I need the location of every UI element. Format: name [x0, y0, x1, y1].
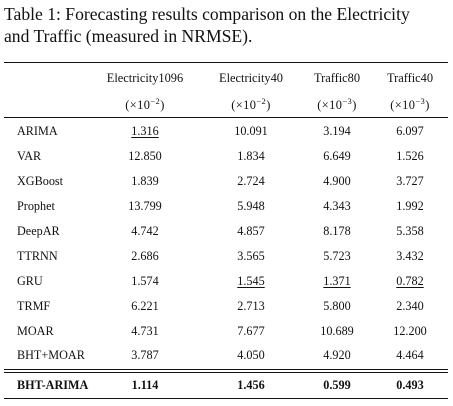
table-cell: 6.649 [323, 149, 351, 163]
unit-end: ) [266, 98, 271, 112]
table-cell: 6.097 [396, 124, 424, 138]
table-cell: 2.724 [237, 174, 265, 188]
model-name: GRU [17, 274, 43, 288]
model-name: VAR [17, 149, 42, 163]
table-cell: 1.834 [237, 149, 265, 163]
table-cell: 12.850 [128, 149, 162, 163]
model-name: TTRNN [17, 249, 58, 263]
table-cell: 3.787 [131, 348, 159, 362]
table-cell: 13.799 [128, 199, 162, 213]
table-cell: 1.545 [237, 274, 265, 288]
column-header: Electricity40 (×10−2) [201, 70, 301, 113]
table-cell: 10.689 [320, 324, 354, 338]
table-cell: 3.432 [396, 249, 424, 263]
unit-base: (×10 [390, 98, 416, 112]
column-unit: (×10−3) [297, 93, 377, 113]
table-cell: 6.221 [131, 299, 159, 313]
model-name: XGBoost [17, 174, 64, 188]
column-name: Traffic80 [313, 71, 361, 85]
table-cell: 1.526 [396, 149, 424, 163]
table-mid-rule-1 [4, 369, 448, 370]
unit-base: (×10 [317, 98, 343, 112]
table-cell: 1.316 [131, 124, 159, 138]
column-header: Electricity1096 (×10−2) [90, 70, 200, 113]
model-name: Prophet [17, 199, 55, 213]
table-cell: 1.371 [323, 274, 351, 288]
table-cell: 2.713 [237, 299, 265, 313]
table-row: BHT-ARIMA 1.114 1.456 0.599 0.493 [0, 376, 453, 394]
table-bottom-rule [4, 398, 448, 399]
table-cell: 4.731 [131, 324, 159, 338]
table-cell: 4.050 [237, 348, 265, 362]
column-name: Electricity1096 [106, 71, 184, 85]
unit-end: ) [425, 98, 430, 112]
unit-base: (×10 [231, 98, 257, 112]
model-name: ARIMA [17, 124, 58, 138]
column-unit: (×10−2) [201, 93, 301, 113]
unit-end: ) [352, 98, 357, 112]
caption-line-2: and Traffic (measured in NRMSE). [4, 26, 253, 46]
table-cell: 7.677 [237, 324, 265, 338]
table-cell: 3.565 [237, 249, 265, 263]
table-cell: 2.686 [131, 249, 159, 263]
table-cell: 5.948 [237, 199, 265, 213]
table-row: MOAR 4.731 7.677 10.689 12.200 [0, 322, 453, 340]
table-cell: 4.857 [237, 224, 265, 238]
table-cell: 1.456 [237, 378, 265, 392]
unit-end: ) [160, 98, 165, 112]
unit-base: (×10 [125, 98, 151, 112]
column-name: Electricity40 [219, 71, 283, 85]
table-cell: 5.358 [396, 224, 424, 238]
model-name: BHT-ARIMA [17, 378, 89, 392]
unit-exponent: −2 [256, 96, 267, 106]
table-row: DeepAR 4.742 4.857 8.178 5.358 [0, 222, 453, 240]
table-row: GRU 1.574 1.545 1.371 0.782 [0, 272, 453, 290]
table-row: Prophet 13.799 5.948 4.343 1.992 [0, 197, 453, 215]
column-header: Traffic40 (×10−3) [370, 70, 450, 113]
table-cell: 0.493 [396, 378, 424, 392]
table-cell: 4.742 [131, 224, 159, 238]
table-cell: 4.343 [323, 199, 351, 213]
table-cell: 2.340 [396, 299, 424, 313]
table-row: TTRNN 2.686 3.565 5.723 3.432 [0, 247, 453, 265]
table-cell: 10.091 [234, 124, 268, 138]
unit-exponent: −3 [415, 96, 426, 106]
table-cell: 0.599 [323, 378, 351, 392]
table-cell: 12.200 [393, 324, 427, 338]
model-name: MOAR [17, 324, 54, 338]
table-cell: 3.194 [323, 124, 351, 138]
table-cell: 4.900 [323, 174, 351, 188]
table-top-rule [4, 62, 448, 63]
table-cell: 3.727 [396, 174, 424, 188]
column-header: Traffic80 (×10−3) [297, 70, 377, 113]
column-unit: (×10−2) [90, 93, 200, 113]
model-name: TRMF [17, 299, 51, 313]
table-cell: 1.992 [396, 199, 424, 213]
model-name: BHT+MOAR [17, 348, 85, 362]
table-cell: 5.723 [323, 249, 351, 263]
table-row: XGBoost 1.839 2.724 4.900 3.727 [0, 172, 453, 190]
table-cell: 0.782 [396, 274, 424, 288]
column-name: Traffic40 [386, 71, 434, 85]
table-row: VAR 12.850 1.834 6.649 1.526 [0, 147, 453, 165]
table-cell: 1.574 [131, 274, 159, 288]
table-cell: 5.800 [323, 299, 351, 313]
caption-line-1: Table 1: Forecasting results comparison … [4, 4, 410, 24]
unit-exponent: −2 [150, 96, 161, 106]
table-cell: 4.464 [396, 348, 424, 362]
column-unit: (×10−3) [370, 93, 450, 113]
table-row: BHT+MOAR 3.787 4.050 4.920 4.464 [0, 346, 453, 364]
table-cell: 4.920 [323, 348, 351, 362]
table-row: TRMF 6.221 2.713 5.800 2.340 [0, 297, 453, 315]
table-row: ARIMA 1.316 10.091 3.194 6.097 [0, 122, 453, 140]
table-cell: 8.178 [323, 224, 351, 238]
table-header-rule [4, 117, 448, 118]
table-cell: 1.114 [131, 378, 159, 392]
table-caption: Table 1: Forecasting results comparison … [4, 3, 450, 47]
unit-exponent: −3 [342, 96, 353, 106]
table-mid-rule-2 [4, 372, 448, 373]
model-name: DeepAR [17, 224, 60, 238]
table-cell: 1.839 [131, 174, 159, 188]
